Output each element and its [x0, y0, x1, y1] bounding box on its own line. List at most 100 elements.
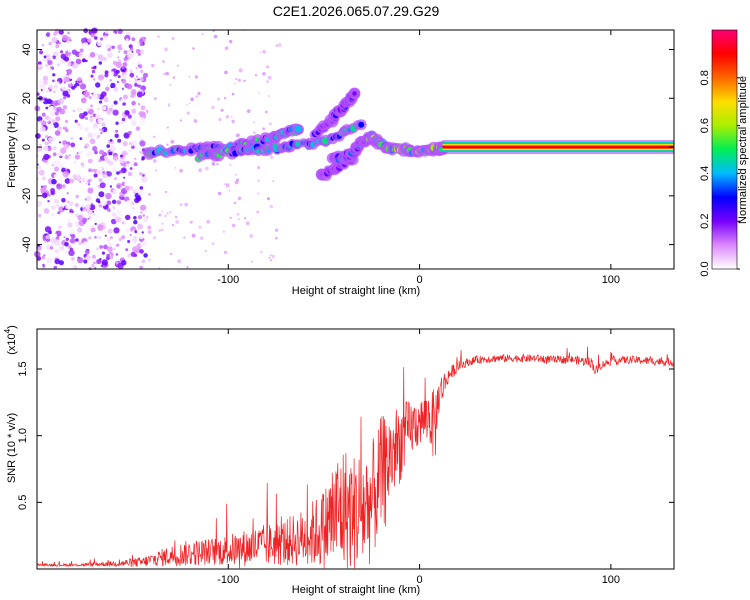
spectrogram-noise-blob — [106, 200, 112, 206]
spectrogram-noise-blob — [267, 75, 272, 80]
spectrogram-noise-blob — [269, 204, 274, 209]
spectrogram-noise-blob — [108, 151, 113, 156]
spectrogram-noise-blob — [60, 53, 67, 60]
spectrogram-noise-blob — [74, 154, 81, 160]
spectrogram-noise-blob — [184, 202, 189, 207]
spectrogram-noise-blob — [106, 144, 110, 148]
spectrogram-noise-blob — [68, 228, 75, 235]
spectrogram-noise-blob — [41, 192, 48, 199]
spectrogram-noise-blob — [130, 60, 137, 67]
spectrogram-noise-blob — [79, 180, 82, 183]
spectrogram-noise-blob — [119, 170, 123, 174]
spectrogram-noise-blob — [127, 171, 133, 177]
spectrogram-noise-blob — [270, 155, 274, 159]
spectrogram-noise-blob — [83, 175, 88, 180]
spectrogram-noise-blob — [256, 210, 260, 214]
spectrogram-noise-blob — [50, 243, 53, 246]
spectrogram-noise-blob — [77, 215, 84, 221]
spectrogram-noise-blob — [65, 237, 70, 241]
spectrogram-noise-blob — [110, 63, 115, 69]
spectrogram-noise-blob — [96, 259, 102, 265]
spectrogram-noise-blob — [107, 228, 113, 234]
spectrogram-noise-blob — [93, 173, 98, 178]
spectrogram-noise-blob — [172, 76, 176, 79]
spectrogram-noise-blob — [135, 49, 141, 54]
spectrogram-noise-blob — [162, 60, 165, 63]
spectrogram-noise-blob — [51, 164, 54, 167]
spectrogram-noise-blob — [84, 143, 90, 148]
spectrogram-noise-blob — [54, 130, 61, 136]
spectrogram-noise-blob — [100, 56, 105, 62]
spectrogram-noise-blob — [217, 191, 222, 196]
spectrogram-noise-blob — [51, 178, 57, 185]
snr-y-tick-label: 1.0 — [17, 428, 29, 443]
spectrogram-noise-blob — [76, 151, 82, 156]
spectrogram-noise-blob — [78, 112, 86, 120]
spectrogram-noise-blob — [91, 254, 96, 259]
spectrogram-noise-blob — [136, 75, 138, 78]
spectrogram-y-label: Frequency (Hz) — [6, 112, 18, 188]
spectrogram-noise-blob — [137, 215, 143, 220]
spectrogram-noise-blob — [83, 241, 89, 247]
spectrogram-noise-blob — [111, 167, 117, 173]
spectrogram-noise-blob — [99, 37, 104, 41]
spectrogram-noise-blob — [93, 187, 100, 194]
spectrogram-noise-blob — [101, 259, 109, 266]
spectrogram-noise-blob — [153, 135, 156, 138]
spectrogram-noise-blob — [121, 78, 127, 84]
spectrogram-noise-blob — [123, 94, 128, 100]
spectrogram-noise-blob — [55, 44, 60, 49]
spectrogram-noise-blob — [115, 129, 119, 133]
spectrogram-noise-blob — [97, 134, 101, 138]
snr-y-ticks: 0.5 1.0 1.5 — [17, 361, 674, 510]
spectrogram-noise-blob — [97, 235, 102, 240]
spectrogram-noise-blob — [93, 133, 97, 137]
spectrogram-noise-blob — [131, 206, 135, 210]
spectrogram-noise-blob — [138, 53, 141, 56]
spectrogram-noise-blob — [138, 64, 143, 69]
spectrogram-noise-blob — [113, 248, 116, 251]
spectrogram-noise-blob — [253, 121, 255, 124]
spectrogram-noise-blob — [44, 115, 50, 120]
spectrogram-noise-blob — [88, 96, 92, 99]
spectrogram-noise-blob — [101, 160, 104, 163]
spectrogram-noise-blob — [123, 222, 127, 226]
spectrogram-noise-blob — [129, 91, 136, 98]
spectrogram-noise-blob — [99, 245, 104, 249]
spectrogram-noise-blob — [59, 108, 66, 115]
spectrogram-noise-blob — [133, 188, 139, 193]
spectrogram-noise-blob — [51, 213, 55, 217]
spectrogram-noise-blob — [90, 74, 94, 78]
spectrogram-noise-blob — [83, 42, 89, 47]
spectrogram-noise-blob — [225, 115, 229, 119]
spectrogram-noise-blob — [39, 126, 46, 133]
spectrogram-noise-blob — [140, 211, 143, 214]
spectrogram-noise-blob — [43, 208, 50, 214]
snr-x-ticks: -100 0 100 — [217, 329, 620, 586]
spectrogram-noise-blob — [171, 37, 175, 40]
spectrogram-noise-blob — [39, 143, 42, 147]
spectrogram-noise-blob — [107, 208, 111, 212]
spectrogram-noise-blob — [62, 90, 69, 97]
spectrogram-noise-blob — [129, 72, 135, 78]
spectrogram-noise-blob — [224, 46, 229, 51]
spectrogram-noise-blob — [116, 243, 120, 247]
spectrogram-noise-blob — [169, 210, 172, 213]
spectrogram-noise-blob — [94, 238, 97, 242]
spectrogram-noise-blob — [236, 212, 240, 216]
spectrogram-noise-blob — [97, 107, 100, 110]
spectrogram-noise-blob — [189, 220, 193, 224]
spectrogram-noise-blob — [129, 80, 132, 83]
spectrogram-noise-blob — [89, 138, 96, 145]
spectrogram-noise-blob — [38, 214, 42, 218]
spectrogram-noise-blob — [186, 111, 190, 115]
spectrogram-noise-blob — [75, 174, 81, 180]
spectrogram-noise-blob — [190, 97, 194, 102]
spectrogram-noise-blob — [54, 249, 60, 254]
spectrogram-noise-blob — [75, 80, 78, 83]
spectrogram-noise-blob — [223, 250, 228, 254]
spectrogram-noise-blob — [91, 66, 94, 70]
spectrogram-noise-blob — [87, 158, 93, 164]
spectrogram-noise-blob — [67, 218, 71, 221]
spectrogram-noise-blob — [125, 200, 132, 207]
